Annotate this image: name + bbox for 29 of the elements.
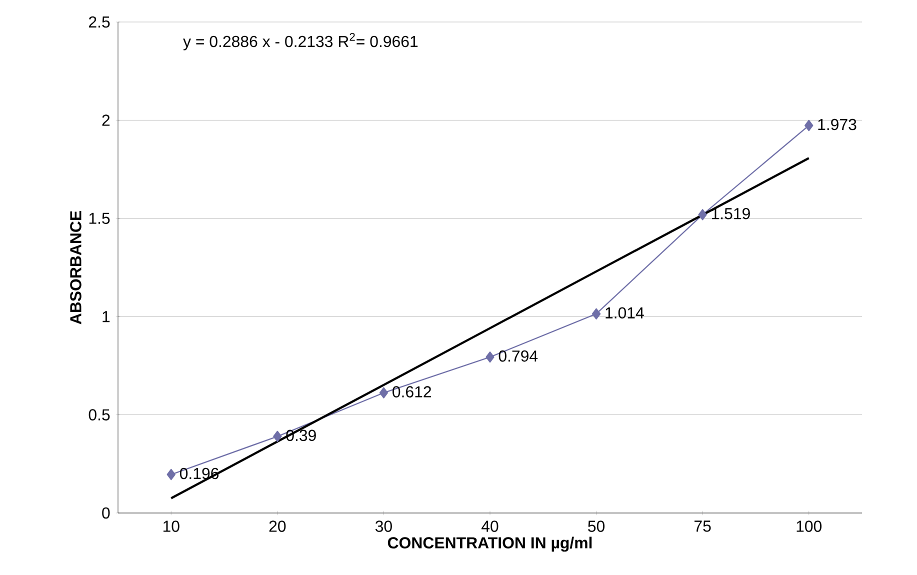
x-tick-label: 100 bbox=[796, 520, 822, 532]
point bbox=[592, 308, 601, 320]
annotation: y = 0.2886 x - 0.2133 R$^{2}$= 0.9661 bbox=[183, 32, 418, 50]
data-label: 1.014 bbox=[606, 307, 644, 318]
point bbox=[379, 387, 388, 398]
x-tick-label: 20 bbox=[269, 520, 286, 532]
y-tick-label: 0.5 bbox=[88, 409, 110, 420]
data-label: 1.973 bbox=[818, 118, 856, 130]
x-tick-label: 50 bbox=[588, 520, 605, 532]
x-tick-label: 10 bbox=[164, 520, 180, 532]
line-series bbox=[170, 157, 810, 500]
x-tick-label: 75 bbox=[694, 520, 711, 532]
y-tick-label: 1 bbox=[102, 311, 110, 322]
point bbox=[166, 468, 176, 480]
data-label: 0.794 bbox=[498, 350, 538, 362]
x-tick-label: 30 bbox=[375, 520, 392, 532]
point bbox=[273, 430, 282, 442]
y-tick-label: 1.5 bbox=[89, 212, 110, 224]
y-tick-label: 2 bbox=[102, 114, 110, 126]
y-tick-label: 0 bbox=[102, 507, 110, 519]
point bbox=[486, 351, 494, 363]
x-tick-label: 40 bbox=[481, 520, 498, 532]
y-axis-title: ABSORBANCE bbox=[70, 211, 82, 324]
x-axis-title: CONCENTRATION IN µg/ml bbox=[388, 536, 592, 552]
y-tick-label: 2.5 bbox=[89, 16, 110, 28]
point bbox=[804, 120, 814, 132]
data-label: 1.519 bbox=[712, 208, 750, 220]
data-label: 0.612 bbox=[392, 386, 431, 398]
point bbox=[698, 209, 707, 220]
